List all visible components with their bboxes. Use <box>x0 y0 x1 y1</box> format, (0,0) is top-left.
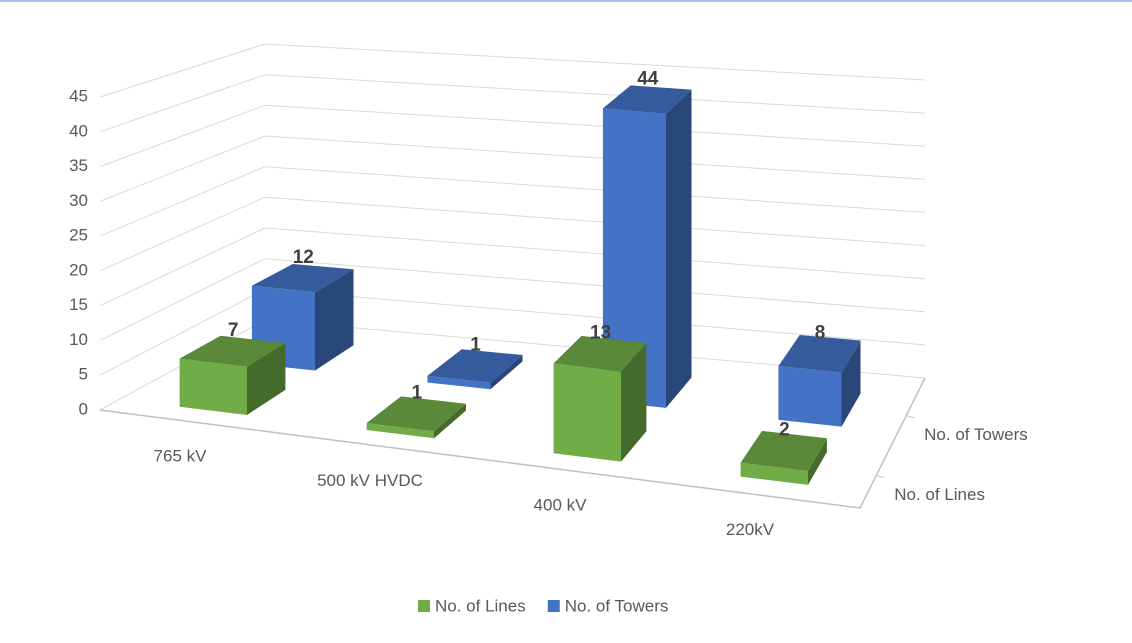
bar-front <box>602 108 666 408</box>
grid-line <box>99 43 926 98</box>
grid-line <box>99 104 926 168</box>
depth-label: No. of Lines <box>894 485 985 504</box>
y-tick-label: 15 <box>69 295 88 314</box>
data-label: 8 <box>815 323 826 344</box>
legend-swatch <box>418 600 430 612</box>
y-tick-label: 25 <box>69 226 88 245</box>
floor-edge <box>99 377 926 509</box>
bar-side <box>666 89 692 408</box>
x-tick-label: 220kV <box>726 520 775 539</box>
y-tick-label: 5 <box>79 365 88 384</box>
data-label: 7 <box>228 320 239 341</box>
bar-side <box>841 340 861 427</box>
y-tick-label: 10 <box>69 330 88 349</box>
x-tick-label: 500 kV HVDC <box>317 471 423 490</box>
x-tick-label: 765 kV <box>154 447 208 466</box>
legend-label: No. of Lines <box>435 596 526 615</box>
bar-top <box>778 335 861 373</box>
y-tick-label: 30 <box>69 191 88 210</box>
y-tick-label: 40 <box>69 121 88 140</box>
bar-top <box>553 335 647 372</box>
x-tick-label: 400 kV <box>534 496 588 515</box>
grid-line <box>99 74 926 133</box>
bar-top <box>427 349 523 383</box>
bar-top <box>179 335 286 367</box>
bar-front <box>179 358 247 415</box>
bar-side <box>434 403 466 439</box>
grid-line <box>99 135 926 202</box>
y-tick-label: 35 <box>69 156 88 175</box>
bar-side <box>621 343 647 462</box>
y-tick-label: 0 <box>79 399 88 418</box>
bar-front <box>366 423 434 439</box>
grid-line <box>99 258 926 341</box>
data-label: 1 <box>412 383 423 404</box>
data-label: 2 <box>779 420 790 441</box>
grid-line <box>99 166 926 237</box>
data-label: 13 <box>590 323 611 344</box>
data-label: 12 <box>293 247 314 268</box>
y-tick-label: 20 <box>69 260 88 279</box>
bar-side <box>808 438 827 485</box>
bar-front <box>740 462 808 485</box>
bar-side <box>315 269 354 371</box>
bar-top <box>740 430 827 472</box>
data-label: 1 <box>470 335 481 356</box>
bar-top <box>366 396 466 432</box>
grid-line <box>99 227 926 307</box>
depth-tick <box>876 475 885 478</box>
y-tick-label: 45 <box>69 86 88 105</box>
bar-front <box>427 375 491 390</box>
grid-line <box>99 196 926 272</box>
data-label: 44 <box>637 68 659 89</box>
legend-swatch <box>547 600 560 612</box>
depth-tick <box>906 415 915 419</box>
bar-side <box>490 355 523 390</box>
bar-side <box>247 343 286 415</box>
legend-label: No. of Towers <box>565 596 669 615</box>
bar-front <box>778 366 842 427</box>
bar-top <box>251 264 354 293</box>
bar-top <box>602 85 692 114</box>
depth-label: No. of Towers <box>924 425 1028 444</box>
bar-front <box>553 363 621 462</box>
